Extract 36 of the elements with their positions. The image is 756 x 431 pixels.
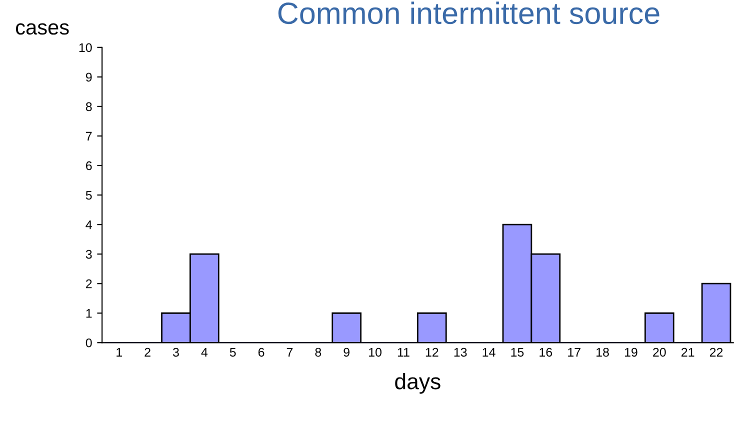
y-tick-label: 6 (86, 161, 92, 170)
x-tick-label: 5 (230, 348, 236, 357)
x-tick-label: 15 (511, 348, 524, 357)
x-tick-label: 10 (369, 348, 382, 357)
x-tick-label: 3 (172, 348, 179, 357)
y-tick-label: 5 (86, 190, 92, 200)
y-tick-label: 3 (86, 250, 92, 259)
x-tick-label: 9 (344, 348, 350, 357)
x-tick-label: 7 (286, 348, 293, 357)
chart-title: Common intermittent source (278, 2, 660, 24)
y-tick-label: 10 (79, 43, 92, 52)
x-tick-label: 12 (426, 348, 438, 357)
y-tick-label: 9 (86, 72, 92, 82)
x-tick-label: 22 (710, 348, 723, 357)
x-tick-label: 1 (116, 348, 122, 357)
x-tick-label: 4 (201, 348, 208, 357)
y-tick-label: 1 (86, 309, 92, 318)
x-tick-label: 20 (653, 348, 666, 357)
x-tick-label: 19 (624, 348, 638, 357)
y-axis-title: cases (16, 23, 69, 35)
x-tick-label: 17 (568, 348, 580, 357)
y-tick-label: 4 (86, 220, 92, 230)
x-tick-label: 6 (258, 348, 264, 357)
x-axis-title: days (395, 373, 440, 394)
x-tick-label: 14 (482, 348, 496, 357)
x-tick-label: 21 (682, 348, 694, 357)
y-tick-label: 7 (86, 132, 92, 141)
x-tick-label: 13 (454, 348, 467, 357)
x-tick-label: 11 (398, 348, 410, 357)
x-tick-label: 8 (315, 348, 322, 357)
x-tick-label: 2 (144, 348, 150, 357)
x-tick-label: 18 (596, 348, 609, 357)
x-tick-label: 16 (540, 348, 552, 357)
y-tick-label: 8 (86, 102, 92, 112)
y-tick-label: 2 (86, 279, 92, 288)
y-tick-label: 0 (86, 338, 92, 348)
